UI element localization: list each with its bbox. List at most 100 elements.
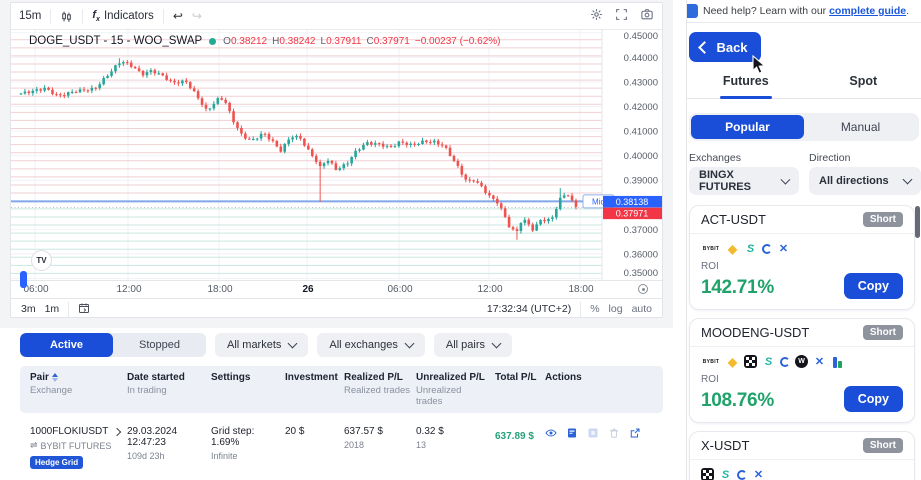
mode-manual[interactable]: Manual — [840, 120, 881, 134]
copy-strategy-button[interactable]: Copy — [843, 273, 903, 299]
complete-guide-link[interactable]: complete guide — [829, 5, 907, 17]
direction-select[interactable]: All directions — [809, 167, 921, 195]
popular-manual-toggle: Popular Manual — [689, 113, 919, 141]
share-bot-icon[interactable] — [629, 426, 641, 440]
back-button[interactable]: Back — [689, 32, 761, 62]
range-button-3m[interactable]: 3m — [21, 303, 36, 315]
strategy-cards: ACT-USDT Short BYBIT ◆ S ✕ ROI 142.71% Copy… — [689, 205, 915, 480]
okx-exchange-icon — [744, 355, 757, 368]
column-header: Date started In trading — [127, 372, 185, 396]
candles-icon — [62, 11, 72, 22]
binance-exchange-icon: ◆ — [727, 354, 738, 369]
bots-tab-active[interactable]: Active — [20, 333, 113, 357]
svg-text:0.41000: 0.41000 — [624, 127, 658, 138]
price-chart[interactable]: 0.45000 0.44000 0.43000 0.42000 0.41000 0.400… — [11, 30, 662, 280]
help-text: Need help? Learn with our — [703, 5, 830, 17]
footer-divider — [68, 301, 70, 317]
range-button-1m[interactable]: 1m — [44, 303, 60, 315]
column-header: Total P/L — [495, 372, 537, 383]
chart-footer: 3m 1m 17:32:34 (UTC+2) % log auto — [11, 298, 662, 319]
column-header[interactable]: Pair Exchange — [30, 372, 73, 396]
tradingview-logo[interactable]: TV — [31, 250, 52, 271]
x-exchange-icon: ✕ — [753, 469, 764, 480]
in-trading-duration: 109d 23h — [127, 451, 165, 461]
okx-exchange-icon — [701, 468, 714, 480]
table-row[interactable]: 1000FLOKIUSDT ⇌ BYBIT FUTURES Hedge Grid… — [20, 413, 663, 480]
exchanges-select[interactable]: BINGX FUTURES — [689, 167, 799, 195]
card-pair-name: X-USDT — [701, 438, 750, 453]
undo-button[interactable]: ↩ — [172, 9, 183, 23]
bingx-exchange-icon: S — [764, 355, 773, 368]
time-tick: 12:00 — [477, 284, 503, 295]
axis-mode-auto[interactable]: auto — [631, 303, 652, 315]
time-tick: 26 — [302, 284, 314, 295]
axis-mode-%[interactable]: % — [590, 303, 600, 315]
bot-details-icon[interactable] — [566, 426, 578, 440]
pair-name: 1000FLOKIUSDT — [30, 426, 109, 437]
tab-spot[interactable]: Spot — [849, 74, 878, 88]
timeframe-button[interactable]: 15m — [19, 10, 42, 22]
candle-style-button[interactable] — [60, 10, 73, 23]
sort-icon[interactable] — [51, 373, 58, 382]
investment: 20 $ — [285, 426, 305, 437]
chart-toolbar: 15m fx Indicators ↩ ↪ — [11, 3, 662, 30]
total-pl: 637.89 $ — [495, 431, 534, 442]
mode-popular[interactable]: Popular — [691, 115, 804, 139]
symbol-title[interactable]: DOGE_USDT - 15 - WOO_SWAP — [29, 35, 203, 47]
delete-bot-icon[interactable] — [608, 426, 620, 440]
screenshot-button[interactable] — [640, 8, 654, 24]
card-pair-name: ACT-USDT — [701, 212, 766, 227]
bots-status-tabs: Active Stopped — [20, 333, 206, 357]
scroll-to-realtime-icon[interactable] — [638, 284, 648, 294]
bybit-exchange-icon: BYBIT — [702, 245, 720, 252]
view-bot-icon[interactable] — [545, 426, 557, 440]
exchange-name: BYBIT FUTURES — [40, 440, 112, 451]
axis-mode-log[interactable]: log — [608, 303, 623, 315]
strategy-card[interactable]: X-USDT Short S✕ ROI 102.1% Copy — [689, 431, 915, 480]
chevron-down-icon — [287, 338, 298, 349]
copy-strategy-button[interactable]: Copy — [843, 386, 903, 412]
filter-all-markets[interactable]: All markets — [215, 333, 309, 357]
svg-text:0.44000: 0.44000 — [624, 53, 658, 64]
tab-futures[interactable]: Futures — [687, 74, 805, 98]
unrealized-trades: 13 — [416, 440, 427, 450]
fx-icon: fx — [92, 8, 100, 24]
coinw-exchange-icon — [737, 469, 747, 480]
scrollbar-thumb[interactable] — [915, 206, 920, 238]
pause-bot-icon[interactable] — [587, 426, 599, 440]
roi-label: ROI — [701, 261, 719, 272]
bots-tab-stopped[interactable]: Stopped — [139, 339, 180, 351]
strategy-card[interactable]: ACT-USDT Short BYBIT ◆ S ✕ ROI 142.71% Copy — [689, 205, 915, 310]
svg-text:0.38138: 0.38138 — [616, 197, 649, 207]
bots-filter-row: Active Stopped All markets All exchanges Al… — [20, 333, 513, 357]
fullscreen-button[interactable] — [615, 8, 628, 24]
chart-settings-button[interactable] — [590, 8, 603, 24]
go-to-date-button[interactable] — [78, 302, 90, 317]
expand-row-icon[interactable] — [113, 427, 122, 436]
column-header: Settings — [211, 372, 251, 383]
filter-all-exchanges[interactable]: All exchanges — [317, 333, 425, 357]
chart-legend: DOGE_USDT - 15 - WOO_SWAP O0.38212 H0.382… — [29, 35, 500, 47]
time-tick: 18:00 — [568, 284, 594, 295]
bingx-exchange-icon: S — [746, 242, 755, 255]
time-axis[interactable]: 06:00 12:00 18:00 26 06:00 12:00 18:00 — [11, 280, 662, 298]
indicators-button[interactable]: fx Indicators — [92, 9, 153, 23]
calendar-icon — [79, 303, 90, 313]
roi-label: ROI — [701, 374, 719, 385]
redo-button[interactable]: ↪ — [191, 9, 202, 23]
filter-all-pairs[interactable]: All pairs — [433, 333, 513, 357]
time-tick: 12:00 — [116, 284, 142, 295]
drawings-panel-toggle[interactable] — [20, 271, 27, 288]
time-tick: 06:00 — [387, 284, 413, 295]
chevron-left-icon — [698, 40, 712, 54]
strategy-card[interactable]: MOODENG-USDT Short BYBIT ◆ S W ✕ ROI 108.76%… — [689, 318, 915, 423]
clock[interactable]: 17:32:34 (UTC+2) — [486, 303, 572, 315]
svg-text:0.42000: 0.42000 — [624, 102, 658, 113]
strategy-sidebar: Need help? Learn with our complete guide… — [686, 0, 921, 480]
table-header: Pair Exchange Date started In trading Settin… — [20, 366, 663, 413]
grid-mode: Infinite — [211, 451, 238, 461]
exchange-icons-row: BYBIT ◆ S ✕ — [701, 241, 903, 256]
svg-text:0.37000: 0.37000 — [624, 225, 658, 236]
indicators-label: Indicators — [103, 10, 154, 22]
divider — [687, 22, 921, 23]
